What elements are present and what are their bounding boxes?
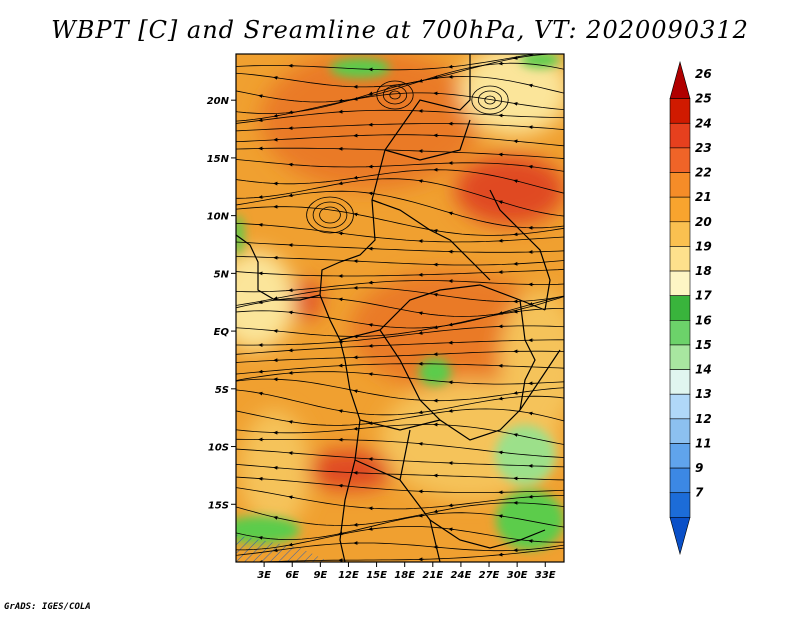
colorbar-level-label: 20	[695, 215, 712, 229]
colorbar-swatch	[670, 419, 690, 444]
colorbar-level-label: 18	[695, 264, 712, 278]
colorbar-level-label: 22	[695, 166, 712, 180]
streamline-arrow	[370, 529, 374, 530]
colorbar-level-label: 13	[695, 387, 712, 401]
lon-tick-label: 9E	[313, 570, 327, 581]
lat-tick-label: 15N	[207, 154, 230, 165]
lat-tick-label: 20N	[207, 96, 230, 107]
lat-tick-label: EQ	[214, 327, 230, 338]
colorbar-swatch	[670, 443, 690, 468]
colorbar-level-label: 17	[695, 289, 712, 303]
colorbar-swatch	[670, 394, 690, 419]
colorbar-level-label: 12	[695, 412, 712, 426]
colorbar-swatch	[670, 148, 690, 173]
colorbar-swatch	[670, 246, 690, 271]
colorbar-level-label: 9	[695, 461, 703, 475]
lon-tick-label: 15E	[366, 570, 387, 581]
colorbar-swatch	[670, 468, 690, 493]
streamline-arrow	[260, 120, 264, 121]
streamline-arrow	[515, 311, 519, 312]
lon-tick-label: 12E	[338, 570, 359, 581]
colorbar-swatch	[670, 173, 690, 198]
colorbar-level-label: 14	[695, 363, 712, 377]
lat-tick-label: 15S	[208, 500, 229, 511]
lat-tick-label: 5N	[214, 269, 230, 280]
colorbar-swatch	[670, 296, 690, 321]
streamline-arrow	[500, 398, 504, 399]
lon-tick-label: 33E	[535, 570, 556, 581]
lon-tick-label: 6E	[285, 570, 299, 581]
colorbar-swatch	[670, 320, 690, 345]
streamline-arrow	[420, 412, 424, 413]
colorbar-swatch	[670, 370, 690, 395]
lat-tick-label: 10N	[207, 212, 230, 223]
colorbar-level-label: 26	[695, 67, 712, 81]
colorbar-level-label: 16	[695, 313, 712, 327]
colorbar-swatch	[670, 271, 690, 296]
colorbar-swatch	[670, 222, 690, 247]
lon-tick-label: 24E	[451, 570, 472, 581]
colorbar-level-label: 19	[695, 239, 712, 253]
colorbar-level-label: 23	[695, 141, 712, 155]
colorbar-swatch	[670, 197, 690, 222]
longitude-axis: 3E 6E 9E 12E 15E 18E 21E 24E 27E 30E 33E	[257, 562, 556, 581]
streamline-arrow	[450, 529, 454, 530]
lon-tick-label: 27E	[479, 570, 500, 581]
lon-tick-label: 3E	[257, 570, 271, 581]
latitude-axis: 20N 15N 10N 5N EQ 5S 10S 15S	[207, 96, 236, 511]
colorbar-swatch	[670, 493, 690, 518]
streamline-arrow	[275, 550, 279, 551]
lat-tick-label: 10S	[208, 443, 229, 454]
mild-region-southwest	[240, 410, 310, 530]
colorbar-level-label: 21	[695, 190, 712, 204]
colorbar-swatch	[670, 123, 690, 148]
colorbar-level-label: 15	[695, 338, 712, 352]
lon-tick-label: 30E	[507, 570, 528, 581]
colorbar-swatch	[670, 345, 690, 370]
lat-tick-label: 5S	[215, 385, 229, 396]
colorbar-cap-bottom	[670, 517, 690, 554]
colorbar-cap-top	[670, 62, 690, 99]
hot-region-east	[455, 155, 565, 225]
map-plot-area	[215, 45, 580, 563]
colorbar-level-label: 11	[695, 437, 712, 451]
colorbar-level-label: 7	[695, 486, 704, 500]
colorbar: 26 25 24 23 22 21 20 19 18 17 16 15 14 13 12 11 9 7	[670, 62, 712, 554]
green-west-edge	[232, 215, 244, 255]
lon-tick-label: 18E	[394, 570, 415, 581]
grads-credit: GrADS: IGES/COLA	[4, 602, 91, 612]
streamline-arrow	[370, 325, 374, 326]
colorbar-level-label: 25	[695, 92, 712, 106]
colorbar-level-label: 24	[695, 116, 712, 130]
hot-region-south	[305, 450, 395, 490]
colorbar-swatch	[670, 99, 690, 124]
streamline-arrow	[275, 78, 279, 79]
streamline-arrow	[260, 538, 264, 539]
lon-tick-label: 21E	[422, 570, 443, 581]
